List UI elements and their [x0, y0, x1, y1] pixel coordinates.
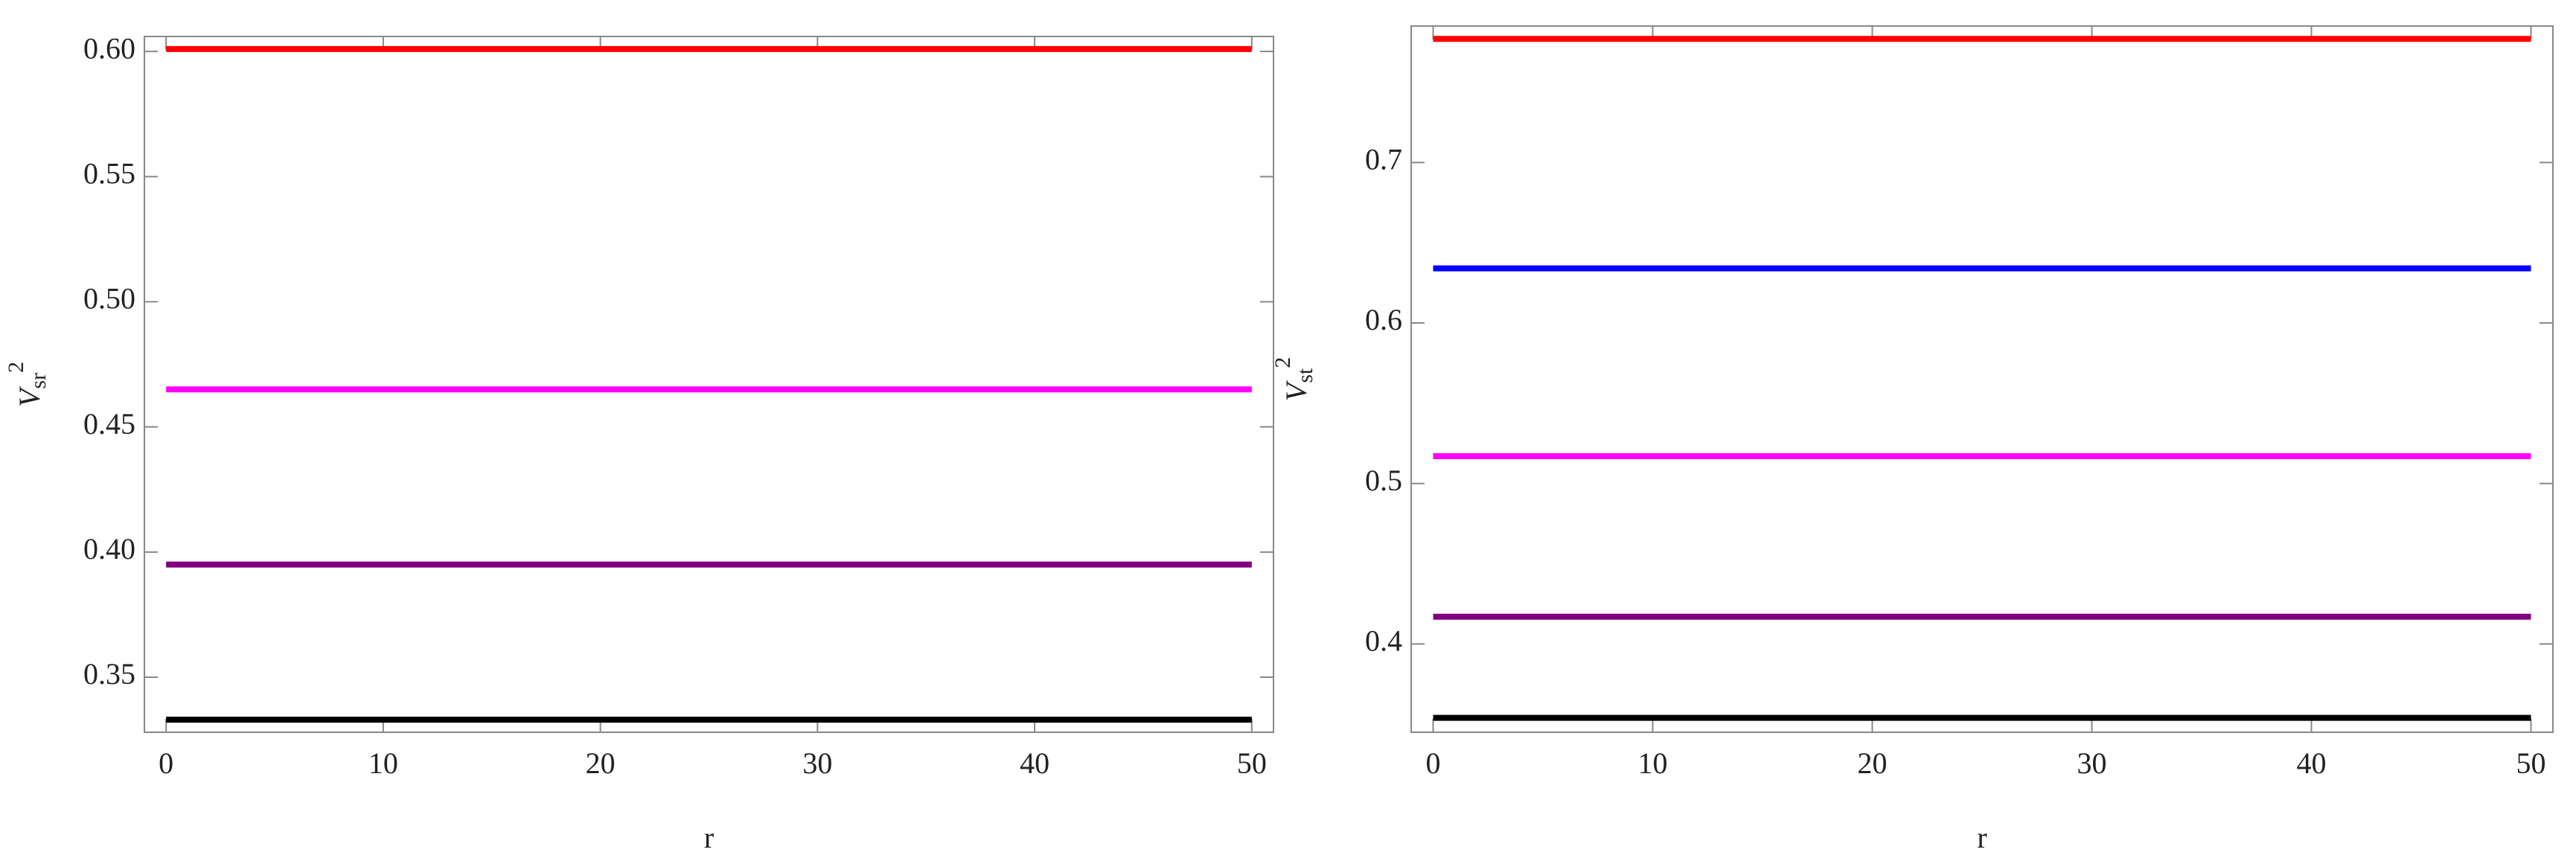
- x-tick-label: 10: [368, 746, 398, 780]
- x-tick-label: 30: [802, 746, 832, 780]
- x-tick-label: 10: [1638, 746, 1668, 780]
- x-tick-label: 0: [1426, 746, 1441, 780]
- y-label-base: V: [1279, 380, 1313, 401]
- y-tick-label: 0.50: [83, 282, 135, 316]
- x-tick-label: 40: [2297, 746, 2327, 780]
- x-tick-label: 0: [159, 746, 173, 780]
- y-tick-label: 0.60: [83, 31, 135, 65]
- x-tick-label: 20: [1858, 746, 1888, 780]
- plot-frame: [1410, 25, 2554, 733]
- x-axis-label: r: [1977, 821, 1987, 854]
- x-tick-label: 50: [2516, 746, 2546, 780]
- y-label-sup: 2: [4, 362, 28, 373]
- x-tick-label: 40: [1020, 746, 1049, 780]
- plot-frame: [144, 36, 1274, 733]
- y-tick-label: 0.45: [83, 407, 135, 441]
- y-tick-label: 0.40: [83, 532, 135, 566]
- y-label-sub: st: [1293, 368, 1317, 383]
- x-tick-label: 30: [2077, 746, 2107, 780]
- x-tick-label: 20: [586, 746, 616, 780]
- y-axis-label: Vst2: [1271, 357, 1317, 401]
- y-tick-label: 0.6: [1365, 303, 1402, 336]
- y-tick-label: 0.55: [83, 157, 135, 191]
- y-axis-label: Vsr2: [4, 362, 51, 407]
- y-tick-label: 0.7: [1365, 143, 1402, 176]
- x-axis-label: r: [704, 821, 714, 854]
- y-tick-label: 0.35: [83, 657, 135, 691]
- y-tick-label: 0.5: [1365, 464, 1402, 497]
- y-tick-label: 0.4: [1365, 624, 1402, 658]
- y-label-sub: sr: [26, 373, 51, 389]
- y-label-sup: 2: [1271, 357, 1295, 368]
- x-tick-label: 50: [1237, 746, 1267, 780]
- y-label-base: V: [13, 385, 46, 407]
